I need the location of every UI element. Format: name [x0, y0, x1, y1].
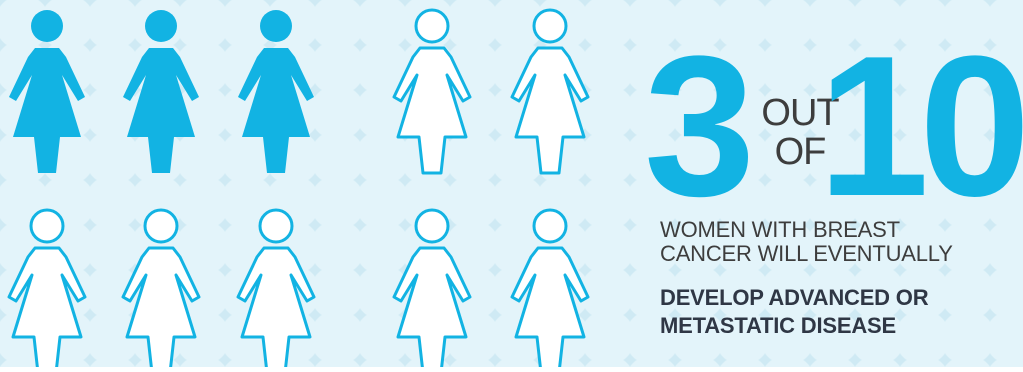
woman-icon-outline: [392, 208, 472, 372]
woman-icon-outline: [392, 8, 472, 175]
woman-body: [510, 246, 590, 372]
caption-bold-line-1: DEVELOP ADVANCED OR: [660, 285, 929, 310]
woman-body: [123, 48, 199, 173]
woman-head: [258, 208, 294, 244]
stat-of-label: OF: [774, 131, 827, 173]
woman-icon-outline: [7, 208, 87, 372]
woman-body: [510, 46, 590, 175]
woman-body: [238, 48, 314, 173]
woman-icon-filled: [9, 10, 85, 173]
woman-body: [392, 46, 472, 175]
woman-body: [7, 246, 87, 372]
woman-body: [236, 246, 316, 372]
stat-out-label: OUT: [761, 92, 839, 134]
woman-head: [260, 10, 292, 42]
woman-head: [414, 8, 450, 44]
woman-head: [31, 10, 63, 42]
women-figure-grid: [7, 8, 590, 372]
caption-line-1: WOMEN WITH BREAST: [660, 217, 900, 242]
woman-icon-outline: [236, 208, 316, 372]
woman-head: [145, 10, 177, 42]
woman-head: [29, 208, 65, 244]
woman-icon-outline: [121, 208, 201, 372]
caption-bold-line-2: METASTATIC DISEASE: [660, 313, 896, 338]
woman-body: [9, 48, 85, 173]
woman-icon-outline: [510, 8, 590, 175]
stat-denominator: 10: [818, 15, 1023, 238]
woman-head: [532, 8, 568, 44]
woman-icon-filled: [238, 10, 314, 173]
figure-grid-svg: [7, 8, 590, 372]
woman-body: [392, 246, 472, 372]
woman-head: [143, 208, 179, 244]
woman-body: [121, 246, 201, 372]
stat-numerator: 3: [644, 15, 755, 238]
woman-head: [414, 208, 450, 244]
woman-icon-outline: [510, 208, 590, 372]
caption-line-2: CANCER WILL EVENTUALLY: [660, 241, 953, 266]
woman-icon-filled: [123, 10, 199, 173]
woman-head: [532, 208, 568, 244]
